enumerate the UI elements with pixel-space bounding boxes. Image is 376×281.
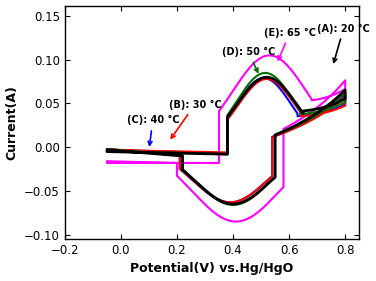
Text: (B): 30 °C: (B): 30 °C [168,99,221,138]
Text: (A): 20 °C: (A): 20 °C [317,23,370,62]
Y-axis label: Current(A): Current(A) [6,85,18,160]
Text: (D): 50 °C: (D): 50 °C [222,47,275,72]
Text: (C): 40 °C: (C): 40 °C [126,115,179,145]
X-axis label: Potential(V) vs.Hg/HgO: Potential(V) vs.Hg/HgO [130,262,294,275]
Text: (E): 65 °C: (E): 65 °C [264,28,316,60]
